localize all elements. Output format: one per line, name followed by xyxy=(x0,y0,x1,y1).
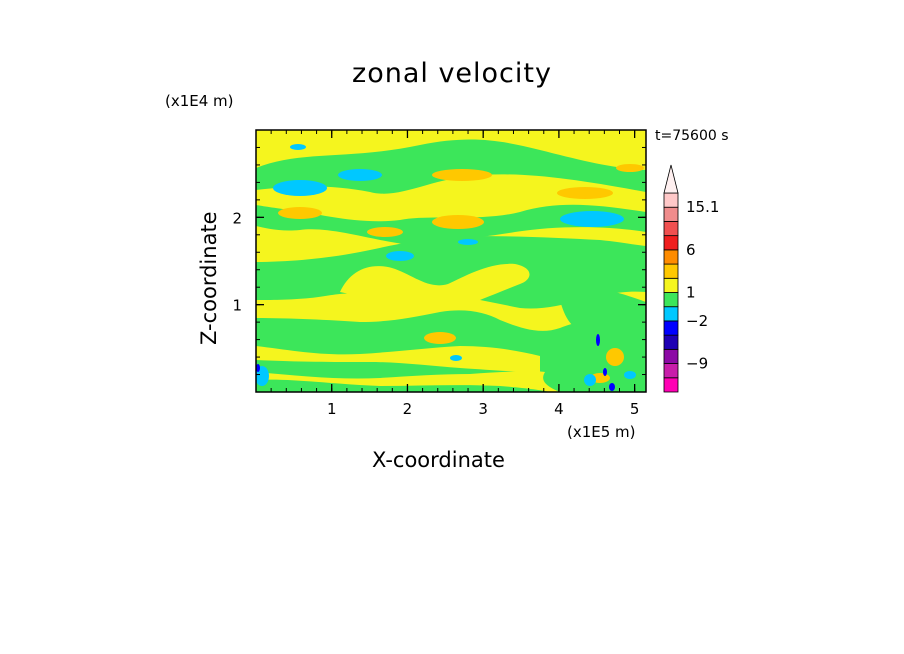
y-tick-label: 2 xyxy=(232,209,242,227)
colorbar-label: −9 xyxy=(686,355,708,373)
colorbar-label: 1 xyxy=(686,284,696,302)
orange-patch xyxy=(278,207,322,219)
colorbar-label: 15.1 xyxy=(686,198,719,216)
blue-speck xyxy=(609,383,615,391)
colorbar-segment xyxy=(663,306,679,322)
x-tick-label: 2 xyxy=(403,400,413,418)
cyan-patch xyxy=(624,371,636,379)
axis-ticks: 1 2 3 4 5 1 2 xyxy=(232,130,646,418)
orange-patch xyxy=(557,187,613,199)
chart-title: zonal velocity xyxy=(352,58,552,89)
colorbar-segment xyxy=(663,277,679,293)
y-axis-unit: (x1E4 m) xyxy=(165,92,234,110)
orange-patch xyxy=(432,169,492,181)
y-tick-label: 1 xyxy=(232,297,242,315)
cyan-patch xyxy=(386,251,414,261)
cyan-patch xyxy=(458,239,478,245)
colorbar-segment xyxy=(663,263,679,279)
time-label: t=75600 s xyxy=(655,128,729,144)
x-tick-label: 3 xyxy=(478,400,488,418)
x-axis-label: X-coordinate xyxy=(372,448,505,472)
colorbar-segment xyxy=(663,235,679,251)
colorbar: 15.1 6 1 −2 −9 xyxy=(663,164,719,393)
blue-speck xyxy=(596,334,600,346)
cyan-patch xyxy=(450,355,462,361)
colorbar-segment xyxy=(663,206,679,222)
yellow-band-lower xyxy=(256,346,540,372)
orange-patch xyxy=(367,227,403,237)
yellow-tongue xyxy=(340,263,530,300)
blue-speck xyxy=(603,368,607,376)
blue-speck xyxy=(256,364,260,372)
colorbar-segment xyxy=(663,249,679,265)
x-tick-label: 1 xyxy=(327,400,337,418)
green-strip-bottom xyxy=(256,379,550,392)
orange-patch xyxy=(424,332,456,344)
yellow-band-upper xyxy=(256,174,646,222)
contour-field xyxy=(256,130,646,392)
cyan-patch xyxy=(560,211,624,227)
colorbar-arrow xyxy=(663,164,679,194)
plot-frame xyxy=(255,129,647,393)
colorbar-label: 6 xyxy=(686,241,696,259)
colorbar-segment xyxy=(663,192,679,208)
cyan-patch xyxy=(273,180,327,196)
colorbar-segment xyxy=(663,377,679,393)
colorbar-label: −2 xyxy=(686,312,708,330)
colorbar-segment xyxy=(663,320,679,336)
colorbar-segment xyxy=(663,292,679,308)
colorbar-segment xyxy=(663,348,679,364)
orange-patch xyxy=(432,215,484,229)
x-tick-label: 4 xyxy=(554,400,564,418)
green-inlet-right xyxy=(560,290,646,331)
x-axis-unit: (x1E5 m) xyxy=(567,423,636,441)
cyan-patch xyxy=(290,144,306,150)
colorbar-segment xyxy=(663,363,679,379)
cyan-patch xyxy=(584,374,596,386)
colorbar-segment xyxy=(663,221,679,237)
orange-patch xyxy=(606,348,624,366)
cyan-patch xyxy=(338,169,382,181)
orange-patch xyxy=(616,164,644,172)
colorbar-segment xyxy=(663,334,679,350)
x-tick-label: 5 xyxy=(630,400,640,418)
